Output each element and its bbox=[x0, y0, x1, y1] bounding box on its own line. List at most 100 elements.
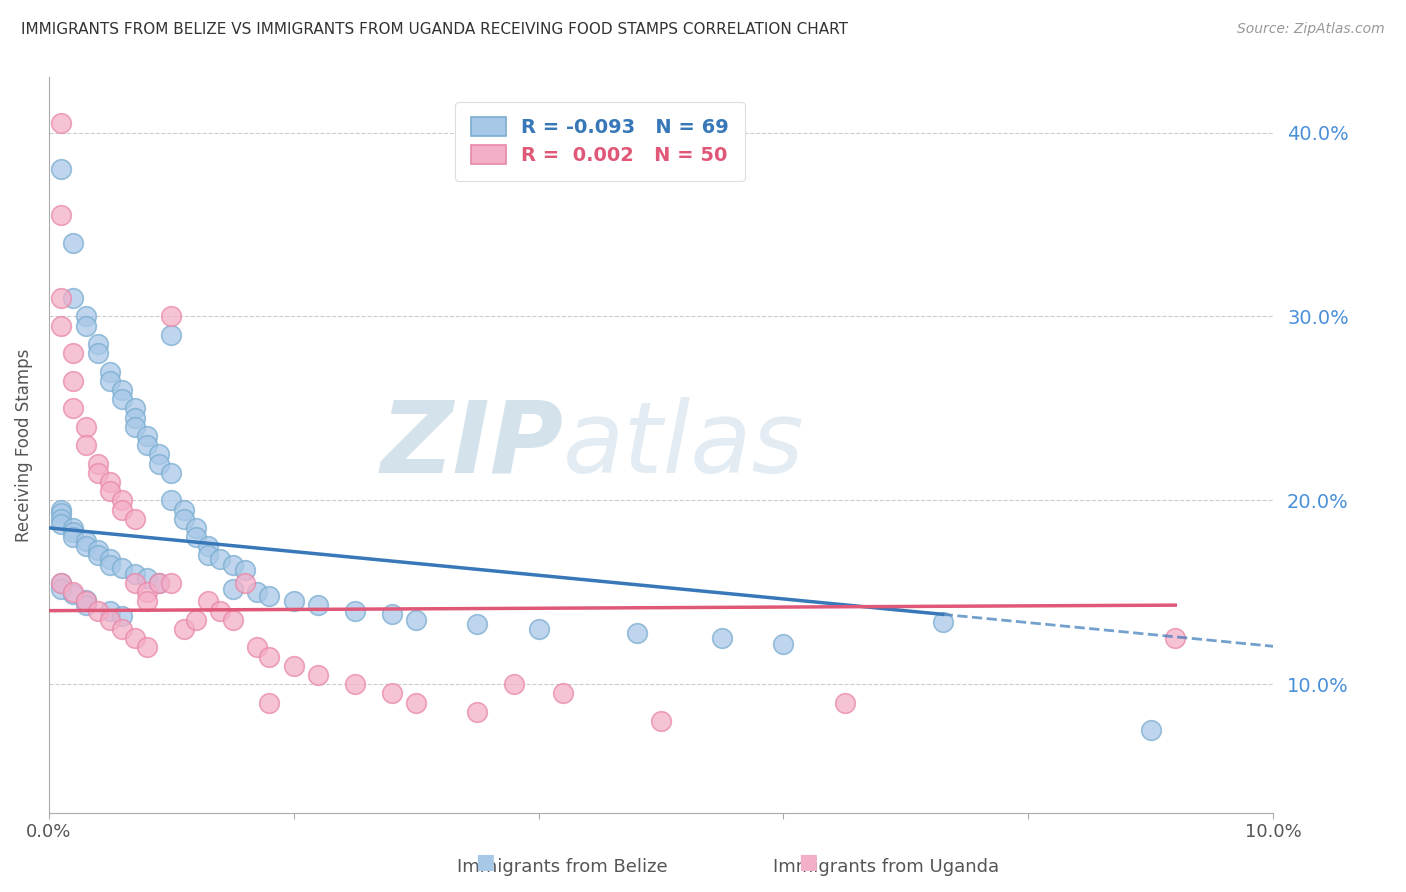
Text: Source: ZipAtlas.com: Source: ZipAtlas.com bbox=[1237, 22, 1385, 37]
Point bbox=[51, 517, 73, 532]
Point bbox=[87, 604, 110, 618]
Point bbox=[197, 539, 219, 553]
Point bbox=[75, 598, 97, 612]
Point bbox=[381, 607, 404, 622]
Point bbox=[62, 346, 84, 360]
Point bbox=[75, 310, 97, 324]
Point bbox=[344, 677, 367, 691]
Point bbox=[1164, 632, 1187, 646]
Point bbox=[209, 604, 232, 618]
Point bbox=[173, 512, 195, 526]
Point bbox=[111, 392, 134, 407]
Point bbox=[221, 613, 243, 627]
Point bbox=[98, 365, 121, 379]
Point bbox=[98, 552, 121, 566]
Point bbox=[75, 533, 97, 548]
Point bbox=[62, 235, 84, 250]
Point bbox=[834, 696, 856, 710]
Point bbox=[233, 563, 256, 577]
Point bbox=[160, 493, 183, 508]
Point bbox=[87, 466, 110, 480]
Point bbox=[307, 668, 329, 682]
Point bbox=[124, 512, 146, 526]
Point bbox=[1139, 723, 1161, 738]
Point bbox=[772, 637, 794, 651]
Point bbox=[135, 429, 157, 443]
Point bbox=[124, 632, 146, 646]
Point bbox=[51, 162, 73, 177]
Point bbox=[51, 582, 73, 596]
Text: ■: ■ bbox=[475, 853, 495, 872]
Point bbox=[62, 374, 84, 388]
Point bbox=[931, 615, 953, 629]
Point bbox=[87, 549, 110, 563]
Point bbox=[111, 493, 134, 508]
Point bbox=[135, 585, 157, 599]
Point bbox=[160, 310, 183, 324]
Point bbox=[259, 589, 281, 603]
Y-axis label: Receiving Food Stamps: Receiving Food Stamps bbox=[15, 349, 32, 541]
Point bbox=[62, 587, 84, 601]
Point bbox=[51, 318, 73, 333]
Point bbox=[62, 530, 84, 544]
Point bbox=[87, 457, 110, 471]
Point bbox=[51, 116, 73, 130]
Point bbox=[160, 327, 183, 342]
Point bbox=[184, 521, 207, 535]
Point bbox=[381, 686, 404, 700]
Point bbox=[197, 549, 219, 563]
Point bbox=[98, 558, 121, 572]
Point bbox=[711, 632, 734, 646]
Point bbox=[184, 530, 207, 544]
Point bbox=[221, 582, 243, 596]
Point bbox=[405, 613, 427, 627]
Text: IMMIGRANTS FROM BELIZE VS IMMIGRANTS FROM UGANDA RECEIVING FOOD STAMPS CORRELATI: IMMIGRANTS FROM BELIZE VS IMMIGRANTS FRO… bbox=[21, 22, 848, 37]
Point bbox=[173, 622, 195, 636]
Point bbox=[62, 524, 84, 539]
Text: ZIP: ZIP bbox=[380, 397, 564, 493]
Point bbox=[111, 622, 134, 636]
Point bbox=[75, 438, 97, 452]
Point bbox=[87, 346, 110, 360]
Point bbox=[283, 658, 305, 673]
Point bbox=[503, 677, 526, 691]
Point bbox=[75, 539, 97, 553]
Point bbox=[148, 576, 170, 591]
Point bbox=[51, 512, 73, 526]
Point bbox=[87, 543, 110, 558]
Point bbox=[75, 419, 97, 434]
Point bbox=[184, 613, 207, 627]
Point bbox=[553, 686, 575, 700]
Point bbox=[124, 410, 146, 425]
Point bbox=[62, 401, 84, 416]
Point bbox=[62, 291, 84, 305]
Point bbox=[173, 502, 195, 516]
Point bbox=[650, 714, 672, 728]
Point bbox=[160, 466, 183, 480]
Point bbox=[98, 374, 121, 388]
Point bbox=[209, 552, 232, 566]
Point bbox=[51, 208, 73, 222]
Point bbox=[124, 419, 146, 434]
Point bbox=[98, 613, 121, 627]
Point bbox=[148, 576, 170, 591]
Point bbox=[111, 609, 134, 624]
Point bbox=[233, 576, 256, 591]
Point bbox=[98, 475, 121, 489]
Point bbox=[135, 570, 157, 584]
Point bbox=[148, 457, 170, 471]
Point bbox=[124, 566, 146, 581]
Point bbox=[148, 447, 170, 461]
Point bbox=[51, 506, 73, 520]
Point bbox=[135, 594, 157, 608]
Point bbox=[98, 604, 121, 618]
Point bbox=[221, 558, 243, 572]
Point bbox=[51, 576, 73, 591]
Point bbox=[344, 604, 367, 618]
Point bbox=[160, 576, 183, 591]
Text: Immigrants from Belize: Immigrants from Belize bbox=[457, 858, 668, 876]
Point bbox=[51, 576, 73, 591]
Point bbox=[135, 640, 157, 655]
Point bbox=[124, 401, 146, 416]
Point bbox=[111, 383, 134, 397]
